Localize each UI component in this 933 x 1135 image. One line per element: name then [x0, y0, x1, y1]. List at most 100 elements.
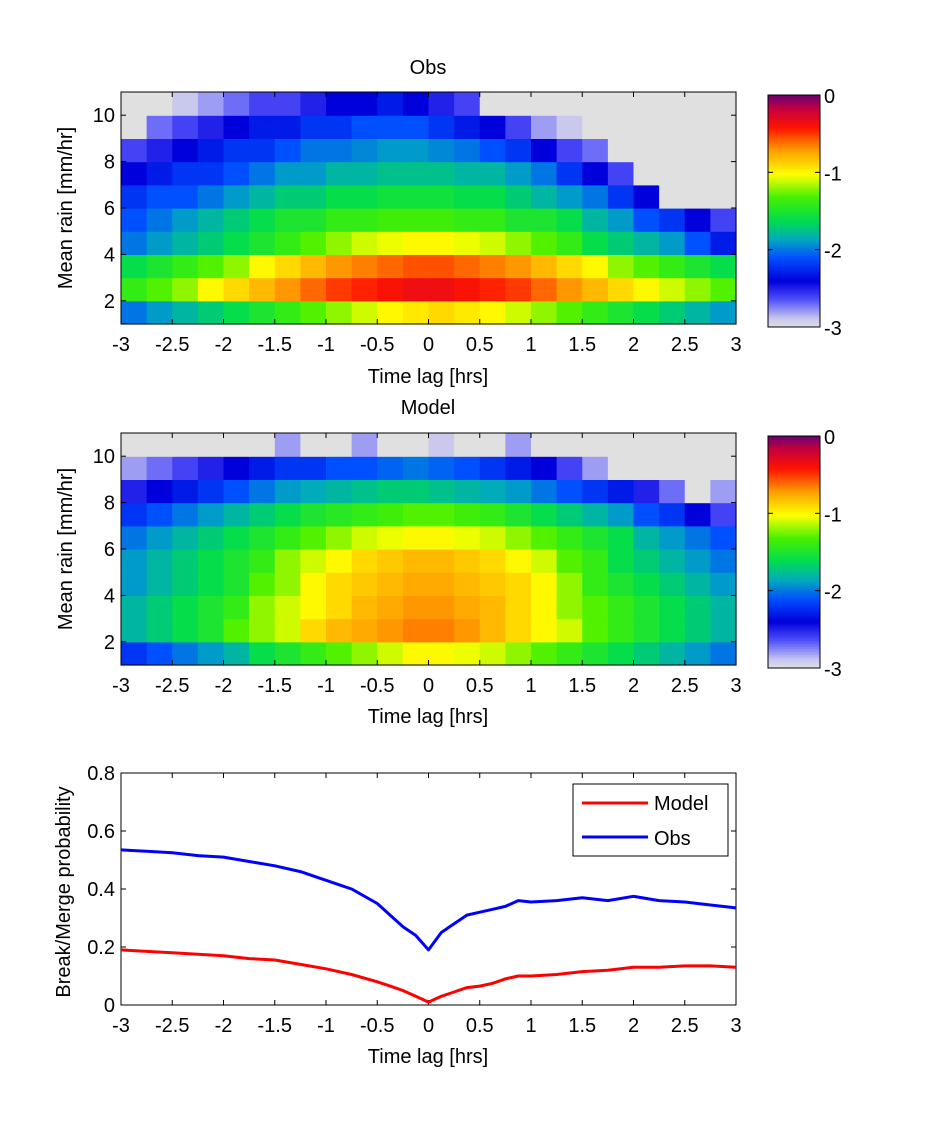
- colorbar-segment: [768, 116, 820, 119]
- line-xtick-label: 0: [423, 1015, 434, 1037]
- heatmap-cell: [659, 479, 686, 504]
- heatmap-cell: [351, 525, 378, 550]
- colorbar-segment: [768, 127, 820, 131]
- heatmap-cell: [531, 641, 558, 666]
- colorbar-segment: [768, 621, 820, 625]
- heatmap-cell: [197, 641, 225, 666]
- heatmap-cell: [710, 254, 737, 279]
- heatmap-cell: [197, 502, 225, 527]
- colorbar-segment: [768, 296, 820, 299]
- heatmap-cell: [556, 618, 583, 643]
- heatmap-cell: [223, 572, 250, 596]
- colorbar-segment: [768, 524, 820, 528]
- heatmap-cell: [249, 502, 276, 527]
- model-xtick-label: -0.5: [360, 675, 394, 697]
- colorbar-segment: [768, 494, 820, 497]
- heatmap-cell: [479, 479, 506, 504]
- heatmap-cell: [607, 456, 635, 480]
- colorbar-segment: [768, 106, 820, 110]
- heatmap-cell: [633, 254, 660, 279]
- heatmap-cell: [428, 254, 455, 279]
- heatmap-cell: [377, 525, 404, 550]
- colorbar-segment: [768, 606, 820, 609]
- heatmap-cell: [274, 300, 301, 325]
- heatmap-cell: [531, 618, 558, 643]
- heatmap-cell: [582, 618, 609, 643]
- colorbar-segment: [768, 513, 820, 516]
- colorbar-segment: [768, 436, 820, 439]
- heatmap-cell: [531, 184, 558, 209]
- heatmap-cell: [505, 456, 532, 480]
- heatmap-cell: [633, 549, 660, 573]
- colorbar-segment: [768, 519, 820, 522]
- heatmap-cell: [121, 572, 148, 596]
- heatmap-cell: [633, 618, 660, 643]
- colorbar-segment: [768, 602, 820, 605]
- heatmap-cell: [531, 208, 558, 232]
- obs-xlabel: Time lag [hrs]: [368, 366, 488, 388]
- colorbar-segment: [768, 608, 820, 611]
- heatmap-cell: [710, 456, 737, 480]
- heatmap-cell: [607, 595, 635, 620]
- colorbar-segment: [768, 321, 820, 324]
- heatmap-cell: [377, 161, 404, 186]
- heatmap-cell: [402, 433, 430, 457]
- colorbar-segment: [768, 611, 820, 615]
- colorbar-segment: [768, 205, 820, 208]
- heatmap-cell: [377, 138, 404, 163]
- heatmap-cell: [197, 208, 225, 232]
- colorbar-segment: [768, 278, 820, 282]
- heatmap-cell: [556, 641, 583, 666]
- colorbar-tick-label: -2: [824, 582, 842, 604]
- colorbar-segment: [768, 269, 820, 272]
- heatmap-cell: [710, 595, 737, 620]
- heatmap-cell: [531, 231, 558, 255]
- heatmap-cell: [402, 208, 430, 232]
- heatmap-cell: [402, 595, 430, 620]
- heatmap-cell: [659, 161, 686, 186]
- colorbar-segment: [768, 517, 820, 520]
- heatmap-cell: [428, 300, 455, 325]
- colorbar-segment: [768, 497, 820, 501]
- heatmap-cell: [582, 572, 609, 596]
- heatmap-cell: [633, 115, 660, 139]
- heatmap-cell: [607, 138, 635, 163]
- colorbar-segment: [768, 137, 820, 140]
- heatmap-cell: [121, 595, 148, 620]
- heatmap-cell: [479, 549, 506, 573]
- heatmap-cell: [454, 231, 481, 255]
- colorbar-segment: [768, 441, 820, 445]
- colorbar-segment: [768, 129, 820, 133]
- heatmap-cell: [582, 138, 609, 163]
- heatmap-cell: [479, 525, 506, 550]
- heatmap-cell: [172, 92, 199, 116]
- heatmap-cell: [351, 184, 378, 209]
- heatmap-cell: [505, 572, 532, 596]
- heatmap-cell: [197, 231, 225, 255]
- model-xtick-label: -3: [112, 675, 130, 697]
- heatmap-cell: [556, 433, 583, 457]
- heatmap-cell: [274, 618, 301, 643]
- obs-heatmap-panel: Obs -3 -2.5 -2 -1.5 -1 -0.5 0 0.5 1 1.5 2 2.5 3 2 4 6 8 1…: [55, 57, 842, 388]
- line-xtick-label: 2.5: [671, 1015, 699, 1037]
- colorbar-segment: [768, 495, 820, 499]
- model-ytick-label: 2: [104, 632, 115, 654]
- colorbar-tick-label: -1: [824, 163, 842, 185]
- colorbar-segment: [768, 629, 820, 632]
- heatmap-cell: [684, 92, 711, 116]
- heatmap-cell: [633, 456, 660, 480]
- heatmap-cell: [172, 433, 199, 457]
- colorbar-segment: [768, 664, 820, 667]
- line-xtick-label: 3: [730, 1015, 741, 1037]
- heatmap-cell: [684, 618, 711, 643]
- heatmap-cell: [121, 479, 148, 504]
- colorbar-segment: [768, 108, 820, 111]
- colorbar-segment: [768, 492, 820, 495]
- heatmap-cell: [659, 138, 686, 163]
- heatmap-cell: [274, 641, 301, 666]
- colorbar-segment: [768, 584, 820, 588]
- heatmap-cell: [402, 502, 430, 527]
- colorbar-segment: [768, 286, 820, 289]
- heatmap-cell: [684, 115, 711, 139]
